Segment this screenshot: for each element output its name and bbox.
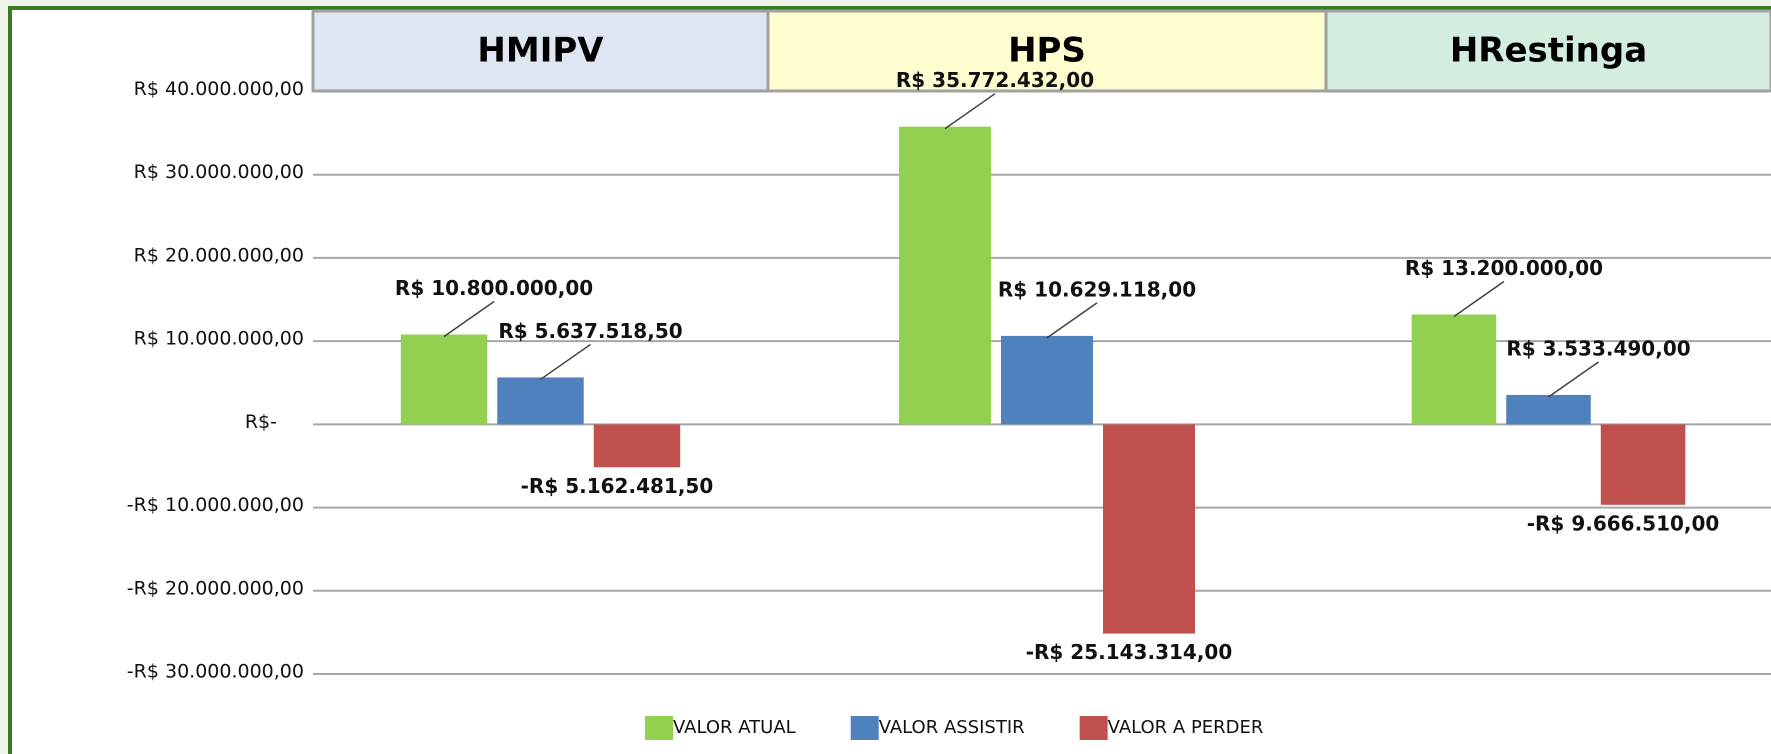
y-tick-label: R$ 40.000.000,00 — [134, 78, 304, 100]
legend-swatch — [850, 716, 879, 740]
frame — [8, 6, 1771, 754]
legend-swatch — [1079, 716, 1108, 740]
category-label: HPS — [1008, 31, 1086, 71]
legend-label: VALOR A PERDER — [1108, 717, 1264, 738]
bar — [1103, 424, 1195, 634]
leader-line — [443, 300, 495, 338]
leader-line — [1046, 302, 1098, 339]
bar — [593, 424, 681, 468]
leader-line — [540, 343, 591, 381]
legend-swatch — [645, 716, 673, 740]
bar — [1600, 424, 1686, 505]
value-label: R$ 10.629.118,00 — [998, 277, 1196, 301]
value-label: R$ 10.800.000,00 — [395, 276, 593, 300]
category-header — [311, 9, 770, 93]
value-label: R$ 3.533.490,00 — [1506, 336, 1690, 360]
bar — [1506, 394, 1591, 425]
category-header — [766, 9, 1328, 93]
bar — [1411, 314, 1497, 425]
legend-label: VALOR ATUAL — [673, 717, 796, 738]
y-tick-label: -R$ 20.000.000,00 — [127, 577, 304, 599]
value-label: -R$ 9.666.510,00 — [1527, 511, 1720, 535]
category-label: HRestinga — [1450, 31, 1647, 71]
leader-line — [944, 93, 996, 130]
bar — [400, 334, 488, 425]
y-tick-label: R$ 30.000.000,00 — [134, 161, 304, 183]
value-label: R$ 5.637.518,50 — [498, 319, 682, 343]
bar — [497, 377, 584, 425]
value-label: R$ 13.200.000,00 — [1405, 256, 1603, 280]
leader-line — [1548, 361, 1599, 398]
value-label: -R$ 25.143.314,00 — [1026, 640, 1233, 664]
value-label: R$ 35.772.432,00 — [896, 68, 1094, 92]
bar — [1001, 335, 1093, 425]
y-tick-label: R$ 20.000.000,00 — [134, 244, 304, 266]
y-tick-label: -R$ 30.000.000,00 — [127, 661, 304, 683]
y-tick-label: R$ 10.000.000,00 — [134, 328, 304, 350]
bar — [899, 126, 991, 425]
category-label: HMIPV — [477, 31, 604, 71]
category-header — [1324, 9, 1771, 93]
legend-label: VALOR ASSISTIR — [879, 717, 1025, 738]
y-tick-label: R$- — [245, 411, 277, 433]
value-label: -R$ 5.162.481,50 — [521, 474, 714, 498]
y-tick-label: -R$ 10.000.000,00 — [127, 494, 304, 516]
leader-line — [1453, 280, 1505, 318]
